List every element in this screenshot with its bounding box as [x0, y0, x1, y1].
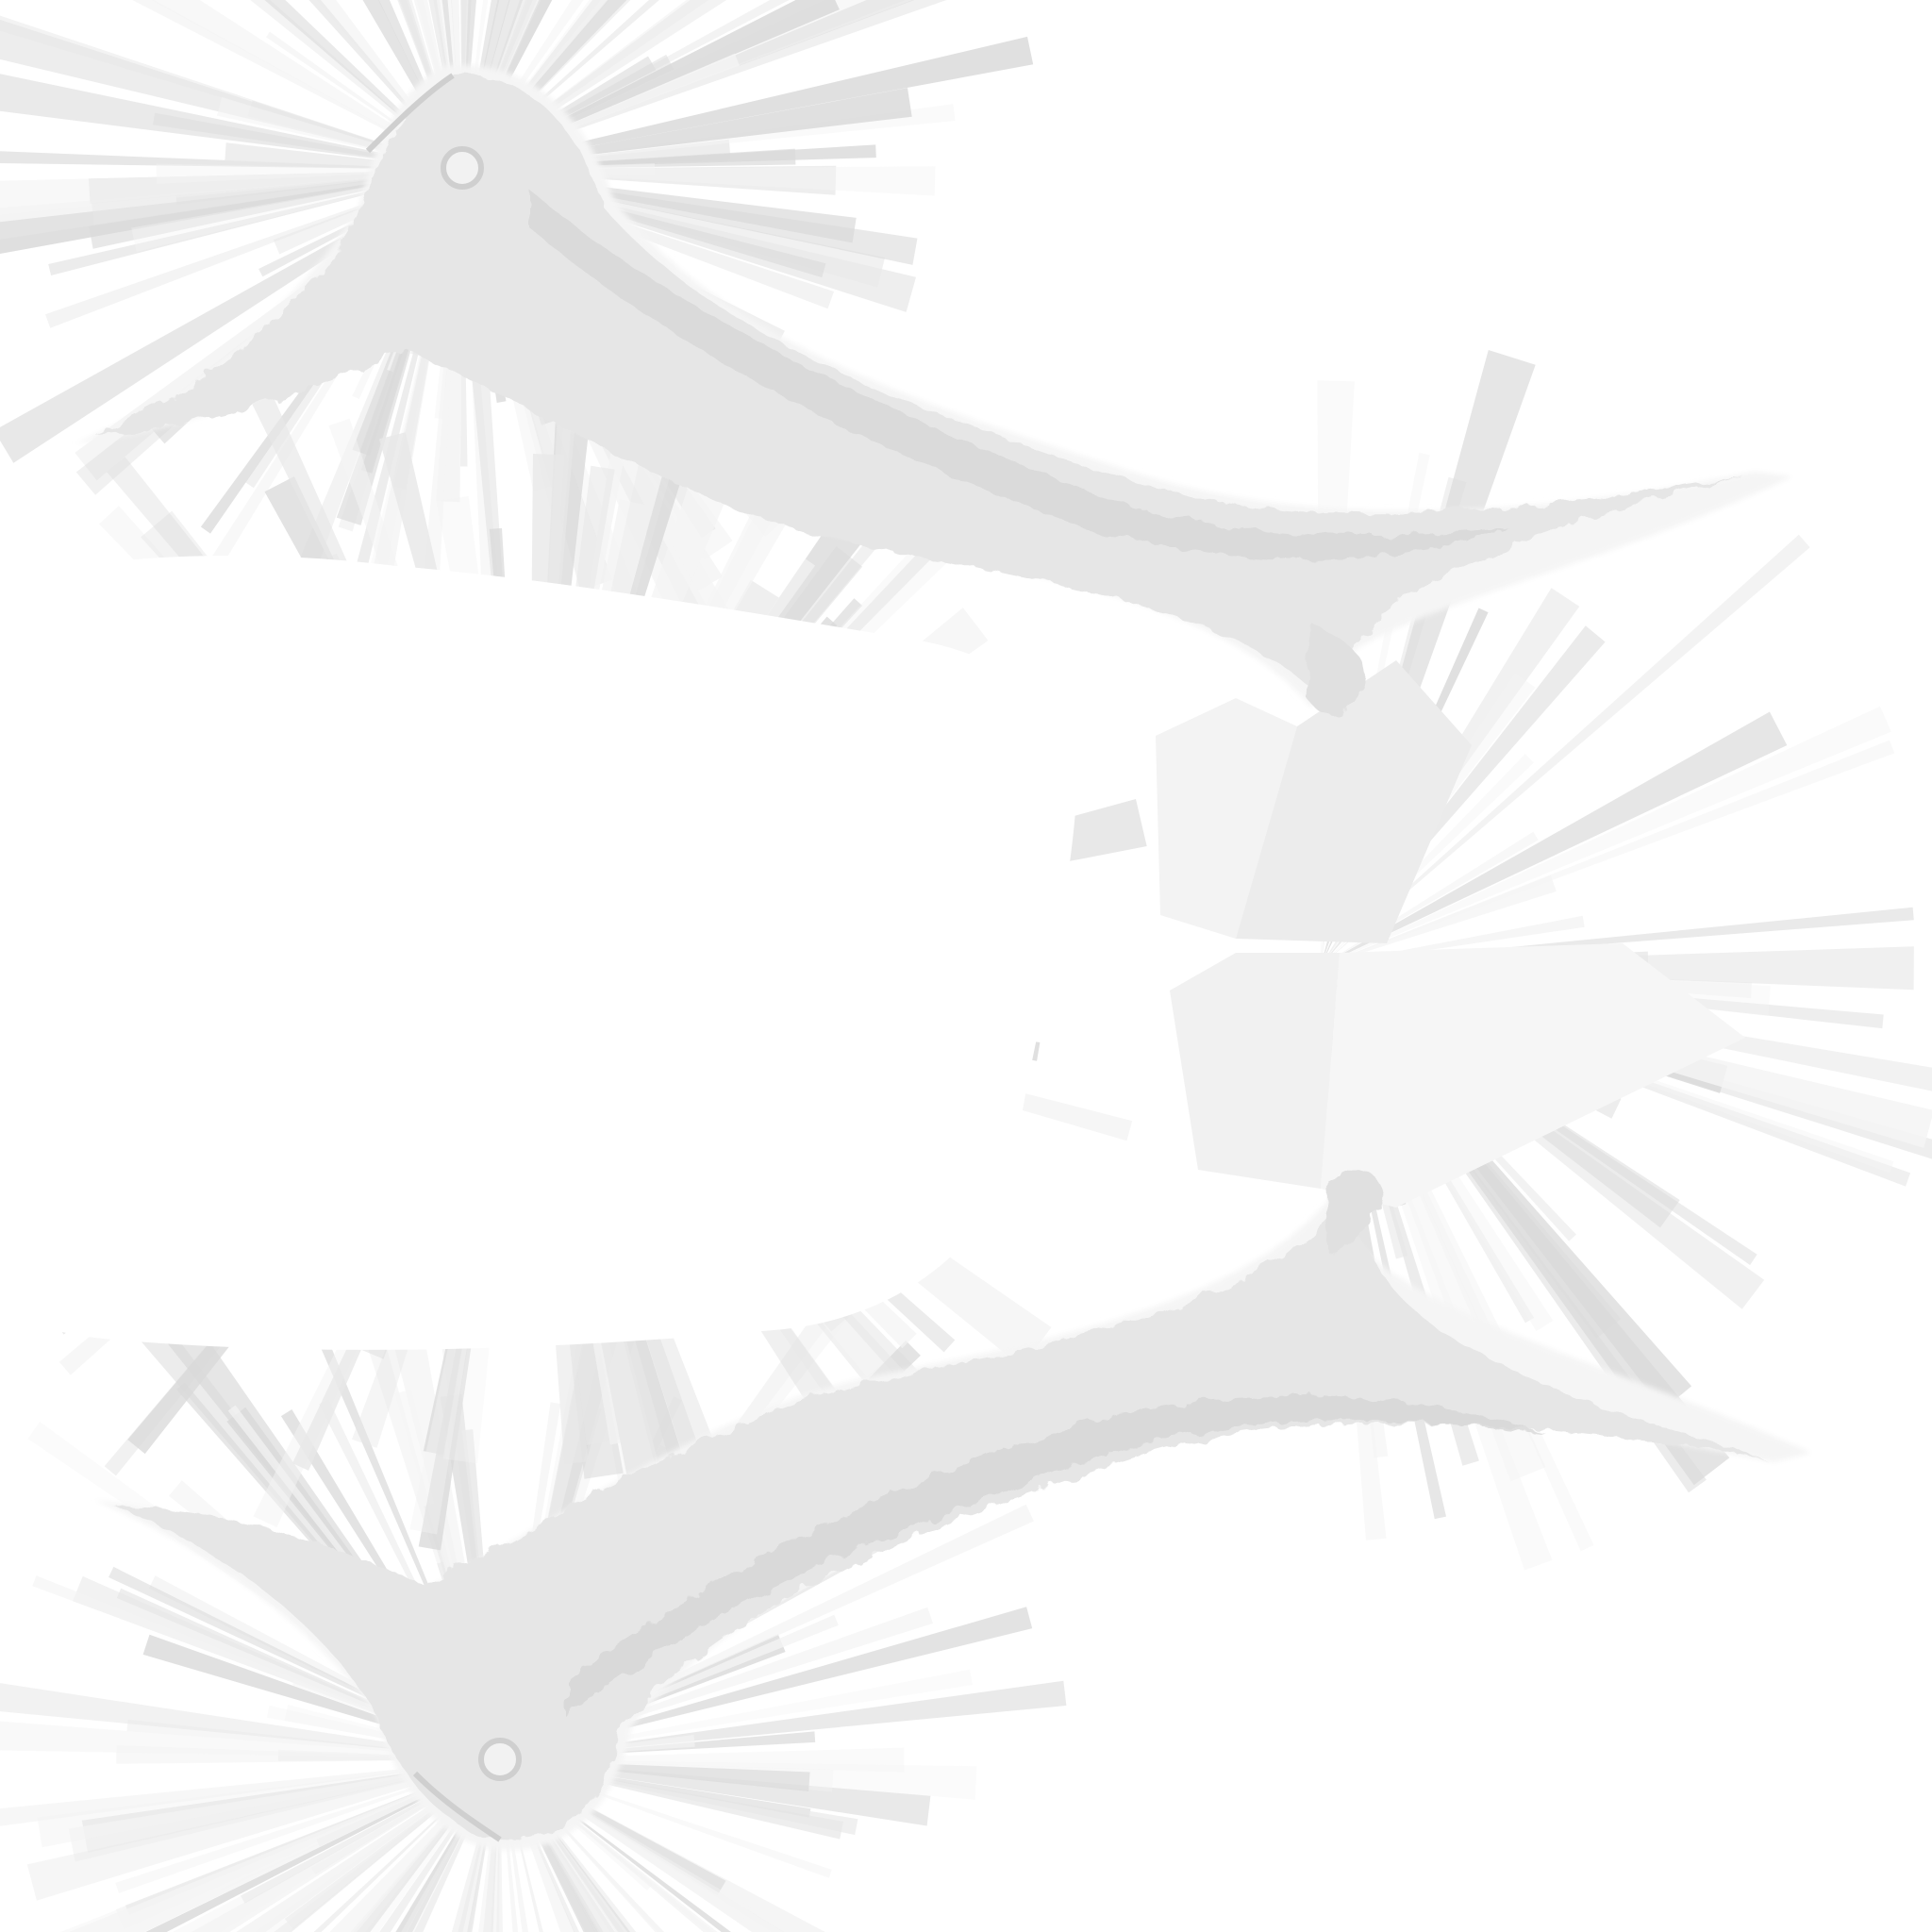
lower-eye-icon — [481, 1740, 519, 1778]
upper-eye-icon — [443, 149, 481, 187]
facet-lower-left — [1170, 953, 1340, 1189]
center-blank-panel — [0, 556, 1076, 1350]
center-panel-shape — [0, 556, 1076, 1350]
